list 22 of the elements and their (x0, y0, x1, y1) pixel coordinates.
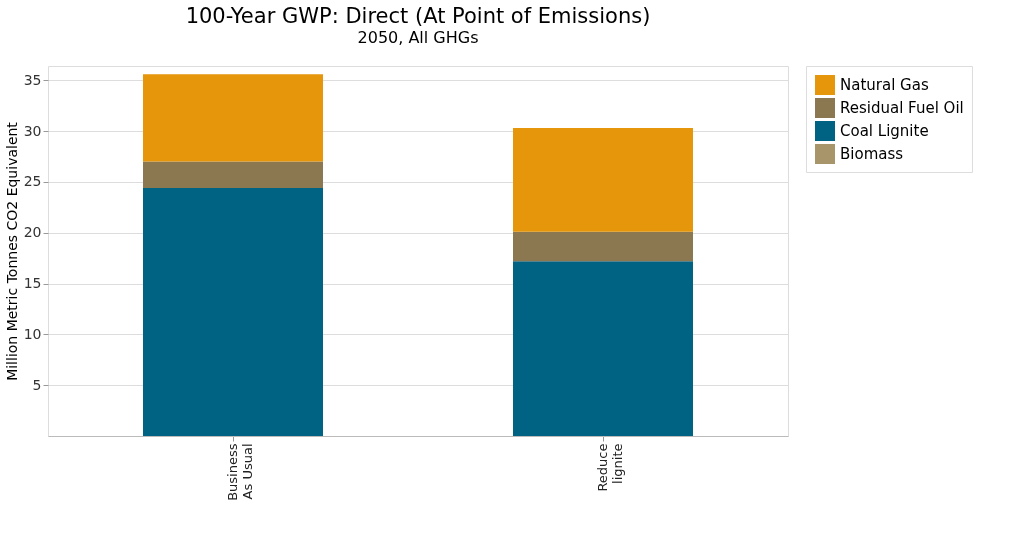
y-tick-label: 15 (23, 275, 42, 292)
legend-label: Residual Fuel Oil (840, 99, 964, 117)
x-tick-label: Reduce lignite (595, 443, 625, 492)
y-tick-label: 20 (23, 224, 42, 241)
bar (143, 161, 323, 188)
bar (513, 231, 693, 262)
bar (513, 128, 693, 232)
legend-label: Biomass (840, 145, 904, 163)
x-tick-label: Business As Usual (225, 443, 255, 501)
y-axis-title: Million Metric Tonnes CO2 Equivalent (3, 121, 20, 381)
y-tick-label: 10 (23, 325, 42, 342)
bar (513, 261, 693, 436)
chart-subtitle: 2050, All GHGs (357, 27, 479, 47)
legend-label: Natural Gas (840, 76, 929, 94)
y-tick-label: 35 (23, 71, 42, 88)
y-tick-label: 5 (32, 376, 42, 393)
bar (143, 74, 323, 162)
legend-label: Coal Lignite (840, 122, 929, 140)
y-tick-label: 30 (23, 122, 42, 139)
y-tick-label: 25 (23, 173, 42, 190)
bar (143, 187, 323, 436)
chart-title: 100-Year GWP: Direct (At Point of Emissions) (185, 3, 651, 28)
